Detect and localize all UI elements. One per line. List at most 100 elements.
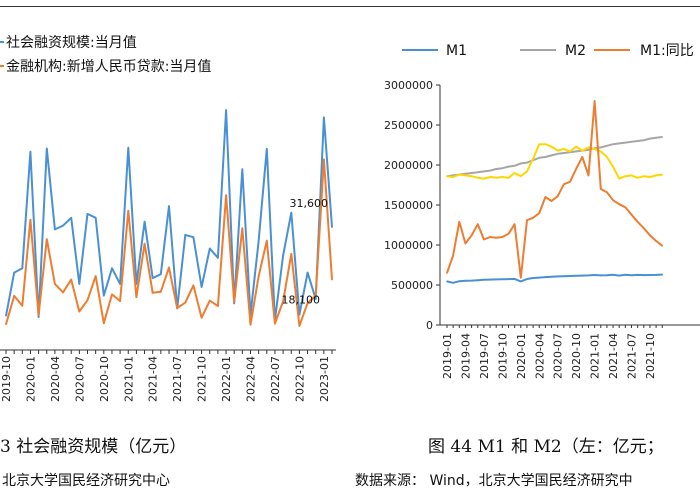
right-series-3-point (464, 174, 467, 177)
right-series-2-point (526, 161, 528, 164)
left-x-tick-label: 2020-10 (98, 356, 111, 402)
right-series-2-point (464, 173, 467, 175)
right-series-1-point (483, 278, 485, 281)
right-series-1-point (501, 278, 504, 280)
left-series-2-point (282, 300, 284, 303)
right-series-2-point (556, 153, 559, 155)
right-series-4-point (556, 195, 559, 197)
left-x-tick-label: 2021-07 (171, 356, 184, 402)
right-series-4-point (507, 233, 510, 235)
right-series-3-point (643, 175, 645, 177)
right-series-3-point (618, 177, 620, 180)
left-series-2-point (266, 239, 268, 242)
left-series-1-point (200, 286, 203, 288)
right-x-tick-label: 2021-07 (626, 333, 639, 379)
right-series-1-point (520, 280, 522, 283)
left-x-tick-label: 2019-10 (0, 356, 13, 402)
right-series-3-point (630, 174, 633, 177)
right-series-4-point (464, 242, 467, 245)
right-series-1-point (587, 274, 590, 277)
left-series-2-point (103, 322, 105, 324)
right-series-4-point (532, 217, 534, 219)
right-y-tick-label: 1500000 (384, 199, 433, 212)
left-x-tick-label: 2021-10 (196, 356, 209, 402)
right-y-tick-label: 500000 (391, 279, 433, 292)
right-x-tick-label: 2020-10 (570, 333, 583, 379)
right-series-3-point (544, 143, 547, 145)
right-series-4-point (581, 156, 584, 158)
right-series-2-point (636, 140, 639, 142)
right-series-1-point (575, 275, 577, 277)
right-series-line-4 (446, 100, 663, 279)
left-series-2-point (323, 158, 325, 161)
right-series-1-point (476, 279, 479, 282)
left-series-2-point (143, 243, 146, 245)
left-series-1-point (54, 228, 56, 231)
right-series-3-point (581, 149, 584, 152)
right-series-3-point (636, 177, 639, 179)
right-series-4-point (483, 238, 485, 241)
left-annotation-31600: 31,600 (290, 197, 329, 210)
right-series-4-point (538, 212, 541, 214)
left-series-2-point (225, 194, 227, 197)
right-series-3-point (599, 150, 602, 153)
right-series-4-point (624, 206, 627, 209)
left-series-2-point (70, 278, 72, 281)
right-series-4-point (593, 100, 596, 102)
left-series-2-point (45, 238, 48, 240)
right-series-4-point (563, 183, 565, 185)
left-series-1-point (331, 226, 333, 228)
left-series-1-point (111, 267, 113, 270)
right-series-line-3 (446, 143, 663, 180)
right-series-3-point (532, 157, 534, 160)
right-series-4-point (569, 181, 571, 183)
right-series-3-point (624, 175, 627, 177)
left-series-2-point (200, 316, 203, 319)
right-series-4-point (630, 213, 633, 216)
left-series-1-point (127, 146, 130, 149)
left-series-1-point (151, 277, 154, 279)
left-chart-source: 北京大学国民经济研究中心 (2, 473, 170, 489)
right-series-3-point (483, 177, 485, 180)
left-series-1-point (323, 116, 325, 119)
right-x-tick-label: 2020-07 (552, 333, 565, 379)
left-x-tick-label: 2021-04 (147, 356, 160, 402)
left-chart-caption: 3 社会融资规模（亿元） (0, 437, 187, 457)
right-y-tick-label: 3000000 (384, 79, 433, 92)
right-series-1-point (649, 274, 651, 276)
right-x-tick-label: 2019-01 (441, 333, 454, 379)
right-series-2-point (643, 139, 645, 141)
right-series-2-point (470, 172, 473, 174)
right-series-1-point (507, 278, 510, 280)
right-series-line-1 (446, 273, 663, 284)
legend-m1-yoy: M1:同比 (640, 43, 694, 59)
left-series-1-point (70, 216, 72, 219)
right-series-4-point (458, 221, 461, 223)
right-series-1-point (630, 274, 633, 277)
left-series-1-point (225, 109, 227, 111)
right-y-tick-label: 2000000 (384, 159, 433, 172)
left-series-1-point (13, 271, 15, 274)
left-x-tick-label: 2022-07 (269, 356, 282, 402)
right-series-1-point (446, 280, 448, 283)
right-series-4-point (587, 174, 590, 177)
right-series-3-point (446, 175, 448, 177)
right-series-3-point (612, 165, 614, 168)
left-series-1-point (119, 283, 121, 285)
right-chart-source: 数据来源： Wind，北京大学国民经济研究中 (355, 473, 633, 489)
right-series-1-point (550, 275, 553, 278)
right-series-4-point (446, 272, 448, 274)
left-series-2-point (241, 227, 244, 230)
right-series-3-point (575, 145, 577, 148)
left-series-1-point (78, 283, 81, 285)
left-series-1-point (314, 298, 317, 300)
left-annotation-18100: 18,100 (282, 294, 321, 307)
right-series-2-point (563, 152, 565, 154)
right-series-3-point (513, 172, 516, 174)
right-series-2-point (538, 157, 541, 159)
right-series-2-point (612, 143, 614, 145)
left-series-2-point (208, 299, 211, 302)
left-series-1-point (217, 257, 219, 259)
right-x-tick-label: 2019-04 (459, 333, 472, 379)
right-series-2-point (550, 154, 553, 157)
